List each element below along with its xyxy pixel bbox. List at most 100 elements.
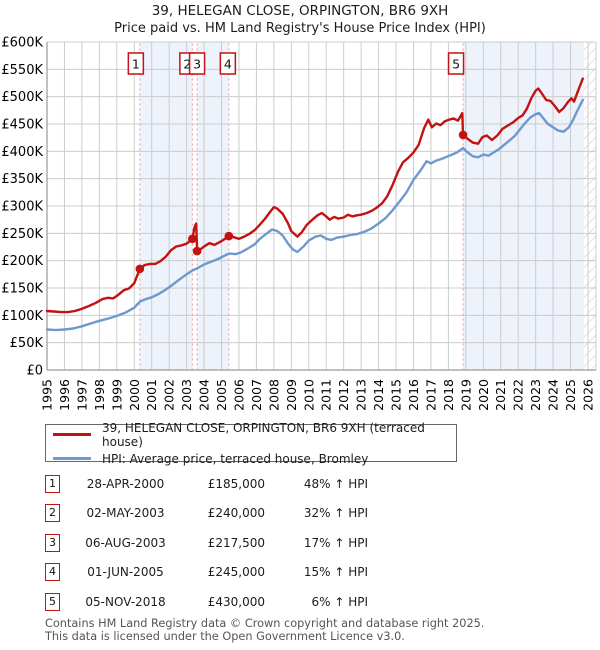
x-axis-label: 2024	[546, 379, 561, 411]
y-axis-label: £50K	[10, 336, 44, 351]
x-axis-label: 2007	[249, 379, 264, 411]
legend-item-hpi: HPI: Average price, terraced house, Brom…	[46, 452, 456, 466]
legend: 39, HELEGAN CLOSE, ORPINGTON, BR6 9XH (t…	[45, 421, 457, 466]
price-line-swatch	[53, 433, 91, 436]
x-axis-label: 1996	[57, 379, 72, 411]
x-axis-label: 2025	[563, 379, 578, 411]
x-axis-label: 2015	[389, 379, 404, 411]
x-axis-label: 1998	[92, 379, 107, 411]
sale-point-dot	[188, 234, 197, 244]
x-axis-label: 2016	[406, 379, 421, 411]
hpi-line	[45, 98, 584, 332]
x-axis-label: 2000	[127, 379, 142, 411]
sale-point-dot	[224, 231, 234, 241]
sale-vs-hpi: 17% ↑ HPI	[303, 535, 368, 550]
sale-date: 28-APR-2000	[86, 476, 165, 491]
price-chart: 1 2 3 4 5£0£50K£100K£150K£200K£250K£300K£350…	[1, 36, 597, 411]
sale-number-badge: 2	[45, 504, 60, 522]
y-axis-label: £300K	[1, 200, 43, 215]
x-axis-label: 2002	[162, 379, 177, 411]
sale-marker-box	[127, 52, 145, 75]
x-axis-label: 2008	[266, 379, 281, 411]
sale-marker-number: 2	[183, 57, 191, 72]
sale-marker-number: 5	[452, 57, 460, 72]
x-axis-label: 2004	[197, 379, 212, 411]
y-axis-label: £0	[26, 364, 43, 379]
sale-marker-number: 4	[224, 57, 232, 72]
y-axis-label: £250K	[1, 227, 43, 242]
sale-point-dot	[135, 264, 145, 274]
sale-date: 05-NOV-2018	[85, 594, 166, 609]
x-axis-label: 2009	[284, 379, 299, 411]
y-axis-label: £550K	[1, 63, 43, 78]
x-axis-label: 2010	[301, 379, 316, 411]
sale-marker-box	[219, 52, 237, 75]
sale-number-badge: 4	[45, 563, 60, 581]
y-axis-label: £400K	[1, 145, 43, 160]
sale-marker-number: 3	[193, 57, 201, 72]
sales-table: 1 28-APR-2000 £185,000 48% ↑ HPI 2 02-MA…	[45, 474, 375, 622]
table-row: 1 28-APR-2000 £185,000 48% ↑ HPI	[45, 474, 375, 493]
x-axis-label: 2022	[511, 379, 526, 411]
table-row: 3 06-AUG-2003 £217,500 17% ↑ HPI	[45, 533, 375, 552]
sale-price: £185,000	[207, 476, 265, 491]
sale-price: £245,000	[207, 565, 265, 579]
x-axis-label: 2021	[493, 379, 508, 411]
sale-point-dot	[192, 246, 202, 256]
x-axis-label: 1997	[74, 379, 89, 411]
sale-point-dot	[458, 130, 468, 140]
sale-vs-hpi: 6% ↑ HPI	[311, 594, 368, 609]
sale-date: 06-AUG-2003	[85, 535, 166, 550]
table-row: 5 05-NOV-2018 £430,000 6% ↑ HPI	[45, 592, 375, 611]
footer-copyright-line2: This data is licensed under the Open Gov…	[45, 629, 405, 643]
sale-vs-hpi: 48% ↑ HPI	[303, 476, 368, 491]
x-axis-label: 2026	[581, 379, 596, 411]
x-axis-label: 1995	[40, 379, 55, 411]
x-axis-label: 2012	[336, 379, 351, 411]
legend-label-hpi: HPI: Average price, terraced house, Brom…	[102, 451, 369, 466]
x-axis-label: 2020	[476, 379, 491, 411]
x-axis-label: 2005	[214, 379, 229, 411]
x-axis-label: 2003	[179, 379, 194, 411]
x-axis-label: 2018	[441, 379, 456, 411]
x-axis-label: 2011	[319, 379, 334, 411]
x-axis-label: 2013	[354, 379, 369, 411]
y-axis-label: £450K	[1, 118, 43, 133]
x-axis-label: 2023	[528, 379, 543, 411]
x-axis-label: 2006	[231, 379, 246, 411]
table-row: 4 01-JUN-2005 £245,000 15% ↑ HPI	[45, 563, 375, 582]
page-title: 39, HELEGAN CLOSE, ORPINGTON, BR6 9XH	[151, 3, 449, 19]
sale-date: 02-MAY-2003	[86, 506, 165, 520]
x-axis-label: 2014	[371, 379, 386, 411]
x-axis-label: 1999	[109, 379, 124, 411]
sale-number-badge: 5	[45, 592, 60, 611]
sale-price: £240,000	[207, 506, 265, 520]
legend-item-price: 39, HELEGAN CLOSE, ORPINGTON, BR6 9XH (t…	[46, 421, 456, 449]
sale-marker-box	[188, 52, 206, 75]
sale-vs-hpi: 15% ↑ HPI	[303, 565, 368, 579]
sale-price: £217,500	[207, 535, 265, 550]
sale-marker-number: 1	[132, 57, 140, 72]
price-paid-line	[45, 77, 584, 314]
legend-label-price: 39, HELEGAN CLOSE, ORPINGTON, BR6 9XH (t…	[102, 420, 425, 449]
y-axis-label: £150K	[1, 282, 43, 297]
hpi-line-swatch	[53, 457, 91, 460]
sale-marker-box	[447, 52, 465, 75]
sale-number-badge: 1	[45, 474, 60, 493]
x-axis-label: 2019	[458, 379, 473, 411]
x-axis-label: 2001	[144, 379, 159, 411]
table-row: 2 02-MAY-2003 £240,000 32% ↑ HPI	[45, 504, 375, 523]
y-axis-label: £500K	[1, 90, 43, 105]
x-axis-label: 2017	[423, 379, 438, 411]
sale-vs-hpi: 32% ↑ HPI	[303, 506, 368, 520]
footer-copyright: Contains HM Land Registry data © Crown c…	[45, 617, 485, 643]
sale-price: £430,000	[207, 594, 265, 609]
sale-date: 01-JUN-2005	[87, 565, 164, 579]
y-axis-label: £350K	[1, 172, 43, 187]
y-axis-label: £600K	[1, 36, 43, 51]
y-axis-label: £200K	[1, 254, 43, 269]
footer-copyright-line1: Contains HM Land Registry data © Crown c…	[45, 617, 485, 630]
chart-subtitle: Price paid vs. HM Land Registry's House …	[114, 21, 486, 36]
sale-number-badge: 3	[45, 533, 60, 552]
